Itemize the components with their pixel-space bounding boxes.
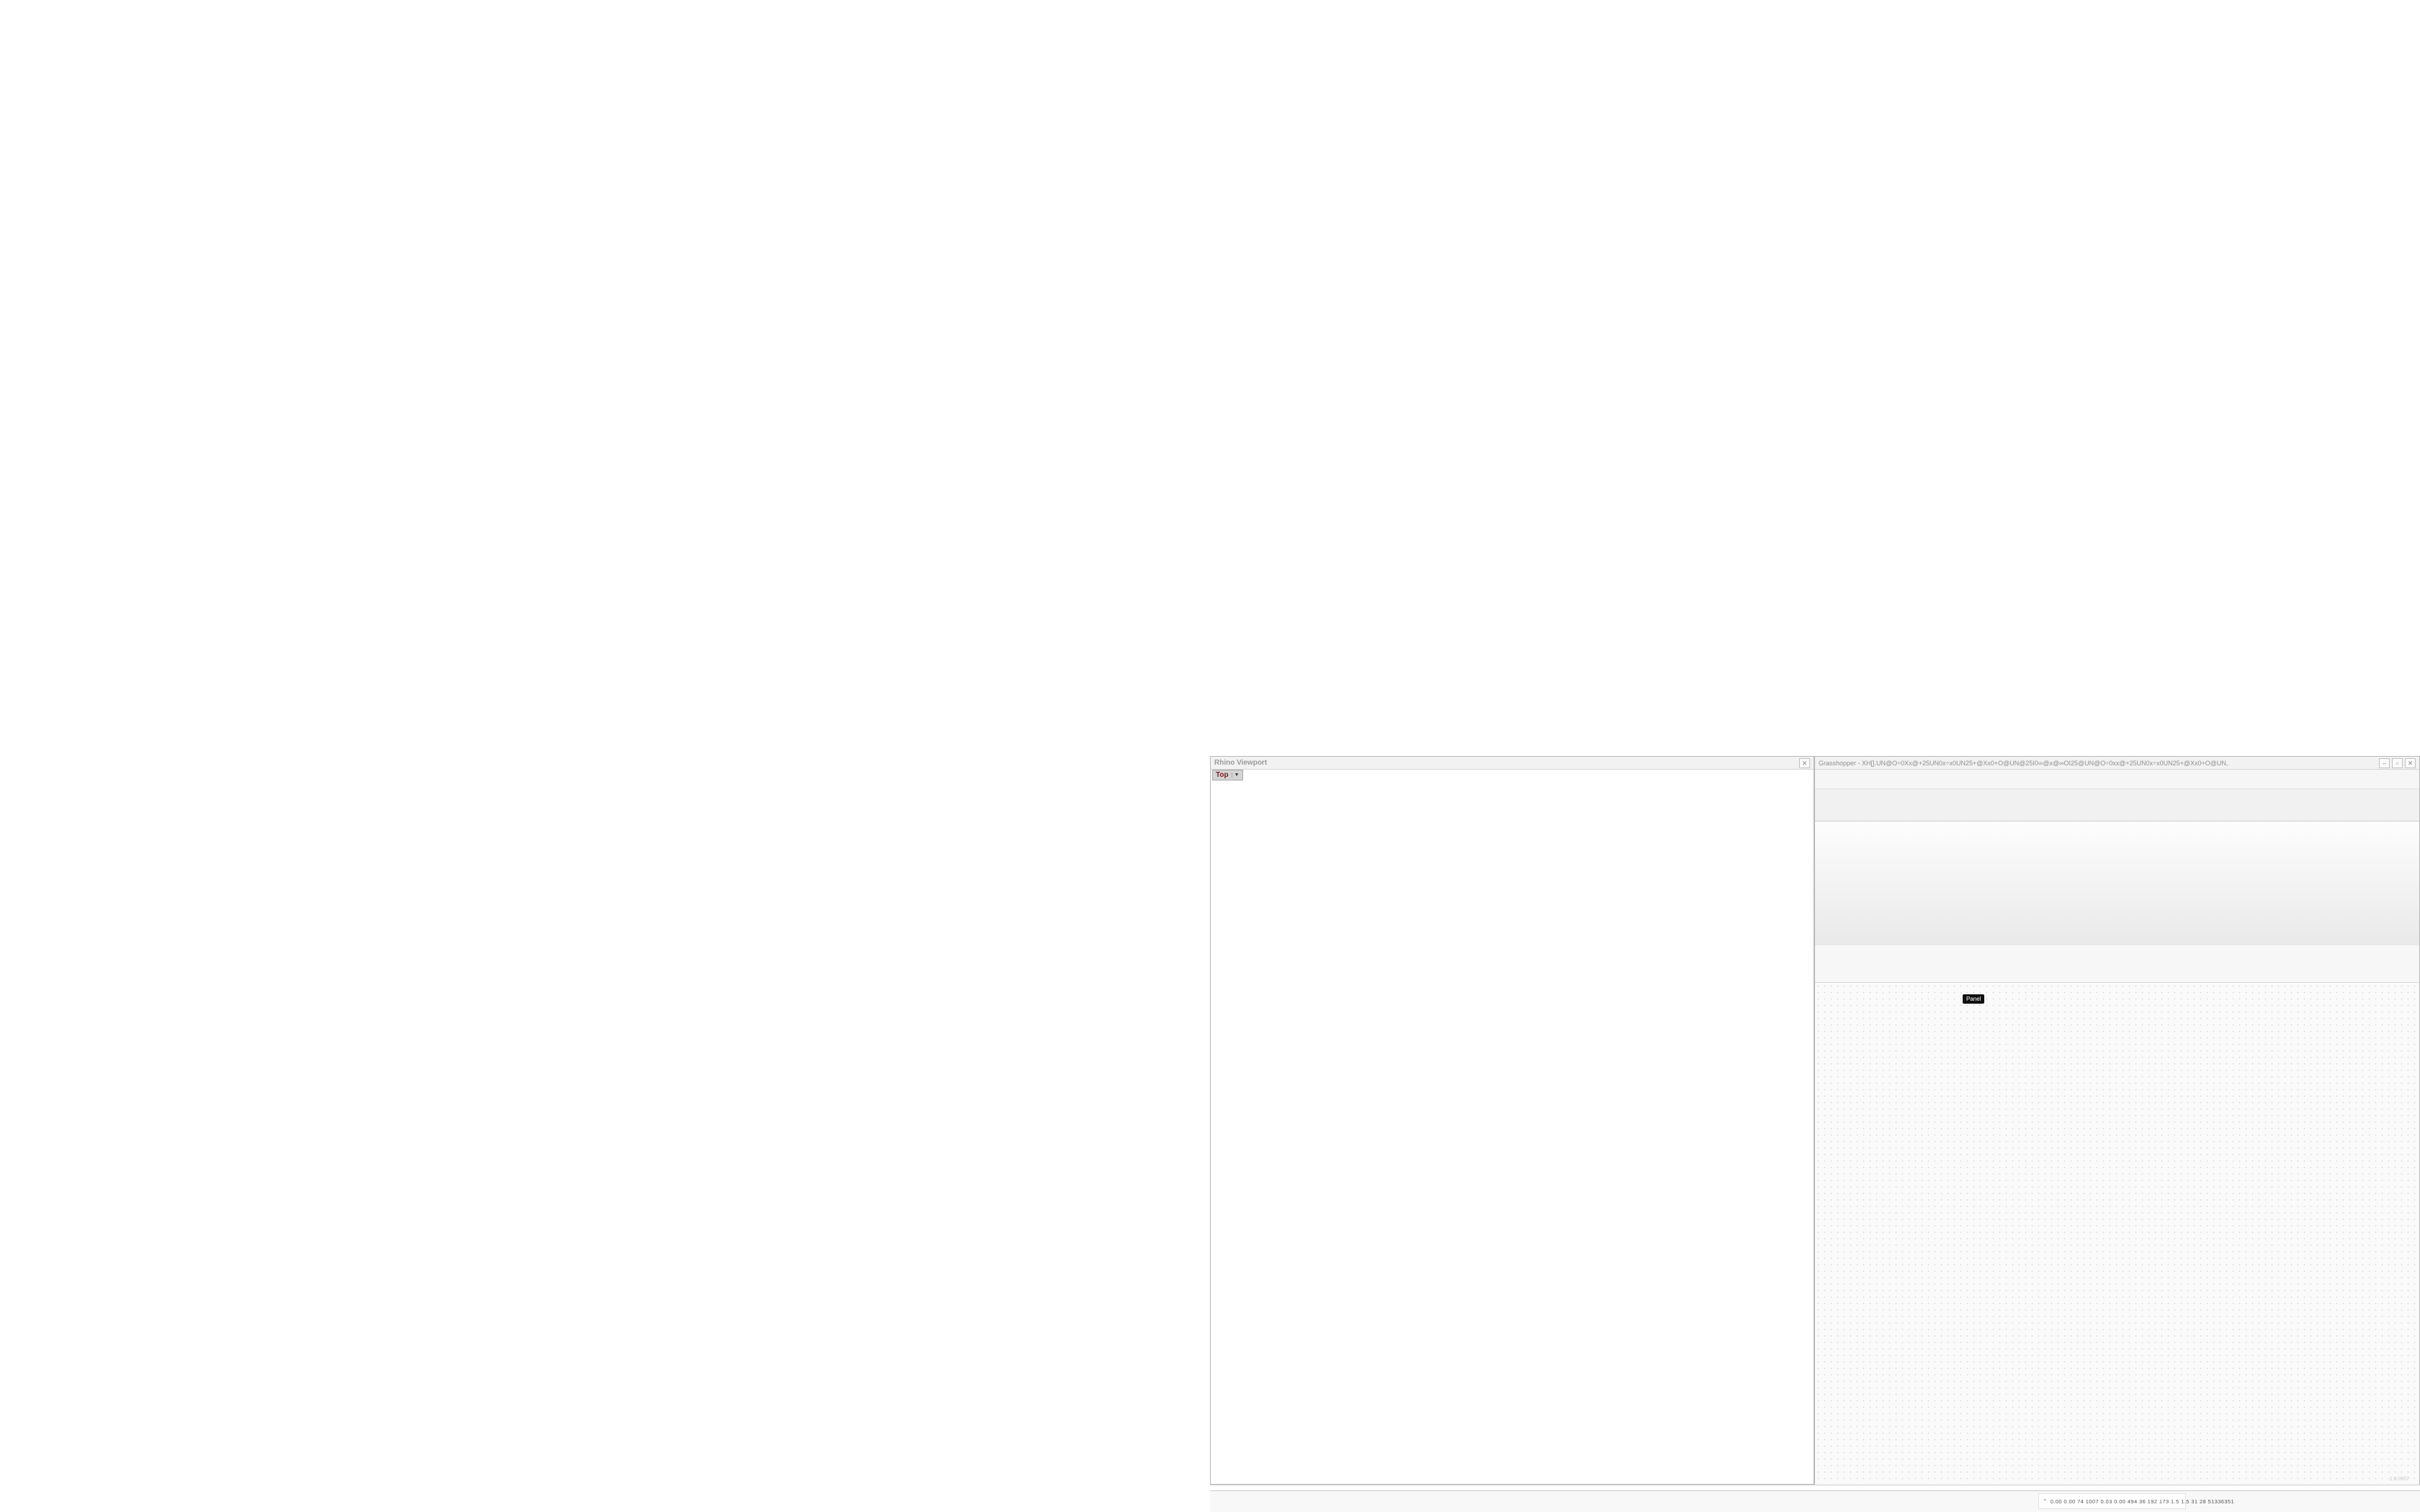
chevron-down-icon[interactable]: ▼	[1231, 773, 1240, 778]
window-gap-strip	[1210, 1485, 2420, 1491]
maximize-icon[interactable]: ▫	[2392, 757, 2403, 768]
arrow-up-icon: ⌃	[2043, 1498, 2048, 1505]
close-icon[interactable]: ✕	[1799, 757, 1810, 768]
panel-tooltip: Panel	[1963, 994, 1985, 1004]
canvas-toolbar	[1815, 945, 2419, 983]
rhino-window-title: Rhino Viewport	[1214, 759, 1268, 767]
rhino-viewport[interactable]: Top ▼	[1211, 770, 1814, 1484]
apollonian-fractal	[1211, 770, 1814, 1484]
version-watermark: 1.0.0007	[2389, 1477, 2409, 1482]
gh-window-title: Grasshopper - XH[].UN@O÷0Xx@+25UN0x÷x0UN…	[1819, 759, 2228, 767]
wires-layer	[1815, 983, 2419, 1485]
gh-window-titlebar[interactable]: Grasshopper - XH[].UN@O÷0Xx@+25UN0x÷x0UN…	[1815, 757, 2419, 770]
resource-graph	[2352, 1495, 2419, 1510]
viewport-tab-top[interactable]: Top ▼	[1212, 770, 1243, 780]
rhino-window-titlebar[interactable]: Rhino Viewport ✕	[1211, 757, 1814, 770]
component-category-tabs	[1815, 789, 2419, 822]
component-palette	[1815, 822, 2419, 945]
viewport-tab-label: Top	[1216, 771, 1229, 779]
rhino-viewport-window: Rhino Viewport ✕ Top ▼	[1210, 756, 1814, 1485]
screen-quadrant-mirror-v	[1210, 0, 2420, 756]
minimize-icon[interactable]: –	[2379, 757, 2390, 768]
grasshopper-window: Grasshopper - XH[].UN@O÷0Xx@+25UN0x÷x0UN…	[1814, 756, 2420, 1485]
desktop: Rhino Viewport ✕ Top ▼ Grasshopper - XH[…	[1210, 756, 2420, 1512]
status-text: 0.00 0.00 74 1007 0.03 0.00 494 36 192 1…	[2050, 1498, 2235, 1505]
screen-quadrant-mirror-h	[0, 756, 1210, 1512]
screen-quadrant: Rhino Viewport ✕ Top ▼ Grasshopper - XH[…	[1210, 756, 2420, 1512]
taskbar: ⌃ 0.00 0.00 74 1007 0.03 0.00 494 36 192…	[1210, 1490, 2420, 1512]
close-icon[interactable]: ✕	[2405, 757, 2416, 768]
menu-bar	[1815, 770, 2419, 789]
gh-canvas[interactable]: Panel 1.0.0007	[1815, 983, 2419, 1485]
status-widget: ⌃ 0.00 0.00 74 1007 0.03 0.00 494 36 192…	[2038, 1493, 2234, 1509]
screen-quadrant-mirror-hv	[0, 0, 1210, 756]
